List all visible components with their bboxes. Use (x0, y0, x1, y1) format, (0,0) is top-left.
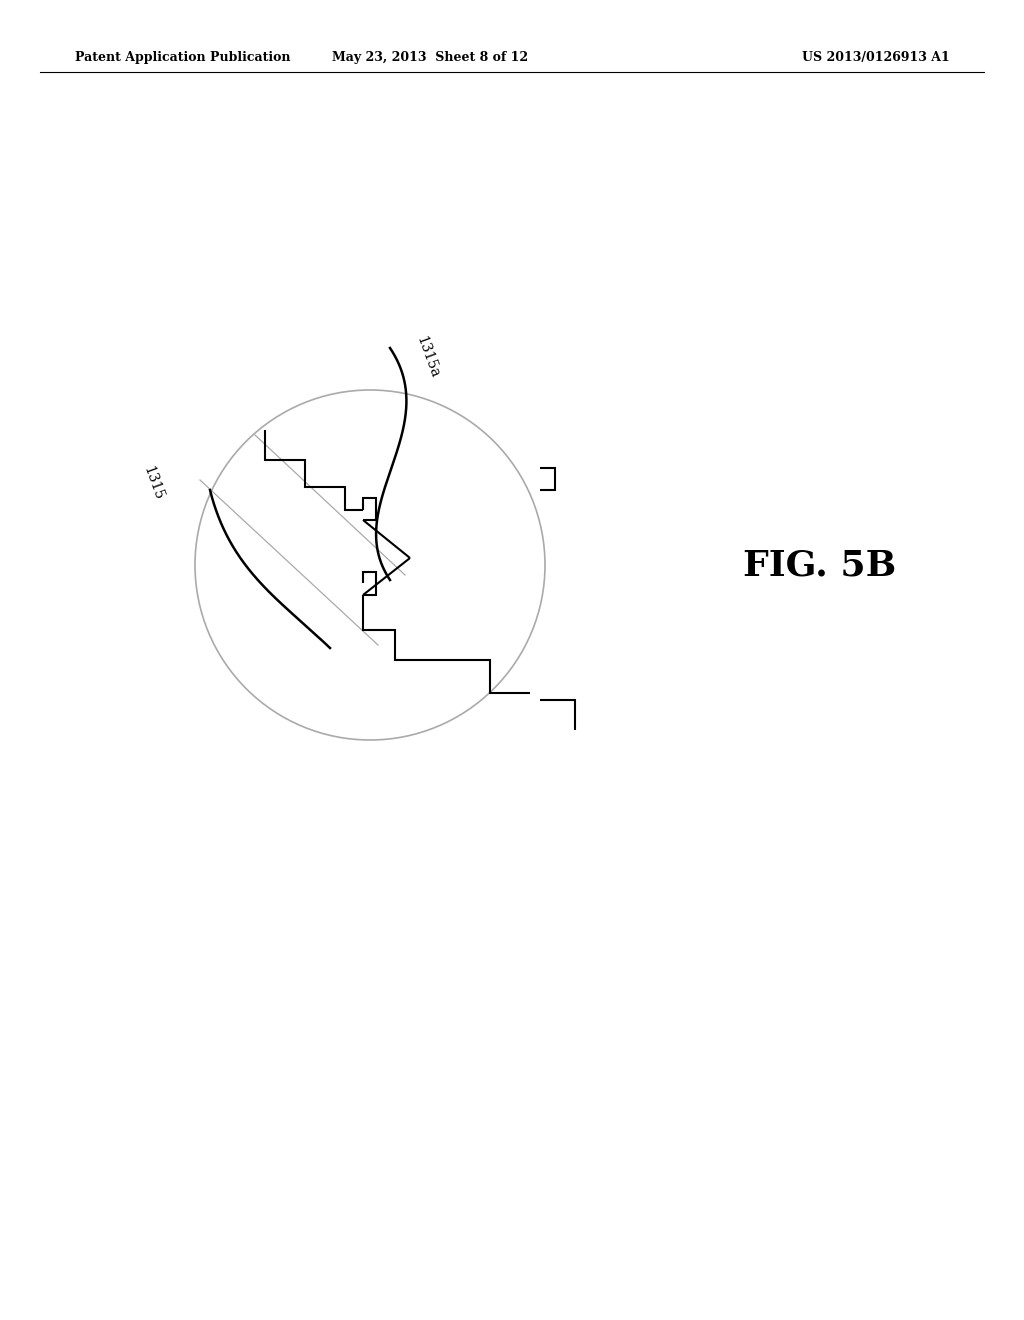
Text: 1315a: 1315a (413, 334, 441, 380)
Text: Patent Application Publication: Patent Application Publication (75, 50, 291, 63)
Text: 1315: 1315 (140, 465, 166, 502)
Text: May 23, 2013  Sheet 8 of 12: May 23, 2013 Sheet 8 of 12 (332, 50, 528, 63)
Text: US 2013/0126913 A1: US 2013/0126913 A1 (802, 50, 950, 63)
Text: FIG. 5B: FIG. 5B (743, 548, 897, 582)
